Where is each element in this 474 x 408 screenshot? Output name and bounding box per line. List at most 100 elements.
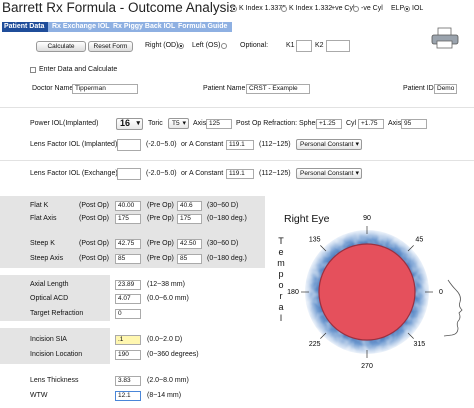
pre-op-input[interactable]: 85 [177,254,202,264]
tab[interactable]: Patient Data [2,22,48,32]
range-label: (112~125) [259,170,291,177]
cyl-input[interactable]: +1.75 [358,119,384,129]
value-input[interactable]: 4.07 [115,294,141,304]
axis-input[interactable]: 95 [401,119,427,129]
field-label: Lens Factor IOL (Exchange) [30,170,118,177]
radio[interactable] [231,6,237,12]
separator [0,107,474,108]
field-label: Flat K [30,202,49,209]
field-label: Incision SIA [30,336,67,343]
pre-op-input[interactable]: 42.50 [177,239,202,249]
field-label: WTW [30,392,48,399]
biometry-panel [0,275,110,321]
radio[interactable] [353,6,359,12]
angle-label: 135 [309,237,321,244]
radio[interactable] [404,6,410,12]
radio[interactable] [221,43,227,49]
pupil [318,243,416,341]
option-label: -ve Cyl [361,5,383,12]
patient-input[interactable]: CRST - Example [246,84,310,94]
value-input[interactable]: 12.1 [115,391,141,401]
option-label: +ve Cyl [331,5,355,12]
angle-label: 90 [363,215,371,222]
tab[interactable]: Rx Exchange IOL [52,23,110,30]
a-constant-input[interactable]: 119.1 [226,140,254,150]
sphere-input[interactable]: +1.25 [316,119,342,129]
value-input[interactable]: 3.83 [115,376,141,386]
checkbox[interactable] [30,67,36,73]
field-label: (Pre Op) [147,240,174,247]
range-label: (0~180 deg.) [207,215,247,222]
post-op-input[interactable]: 42.75 [115,239,141,249]
lens-factor-input[interactable] [117,139,141,151]
field-label: Power IOL [30,120,64,127]
field-label: Cyl [346,120,357,127]
value-input[interactable]: .1 [115,335,141,345]
field-label: Axial Length [30,281,69,288]
eye-diagram: 90 45 135 180 0 225 270 315 [287,215,463,370]
range-label: (-2.0~5.0) [146,141,177,148]
field-label: Flat Axis [30,215,57,222]
eye-label: Left (OS) [192,42,221,49]
pre-op-input[interactable]: 40.6 [177,201,202,211]
calculate-button[interactable]: Calculate [36,41,86,52]
field-label: Toric [148,120,163,127]
field-label: Incision Location [30,351,83,358]
reset-button[interactable]: Reset Form [88,41,133,52]
print-icon[interactable] [430,27,460,49]
field-label: Axis [388,120,402,127]
tab[interactable]: Rx Piggy Back IOL [113,23,176,30]
angle-tick [407,332,414,339]
field-label: (Post Op) [79,240,109,247]
or-label: or [181,141,188,148]
eye-title: Right Eye [284,213,330,225]
range-label: (0~360 degrees) [147,351,199,358]
field-label: (Post Op) [79,202,109,209]
constant-select[interactable]: Personal Constant [296,168,362,179]
post-op-input[interactable]: 175 [115,214,141,224]
lens-factor-input[interactable] [117,168,141,180]
range-label: (12~38 mm) [147,281,185,288]
or-label: or [181,170,188,177]
option-label: IOL [412,5,424,12]
eye-label: Right (OD) [145,42,179,49]
angle-label: 225 [309,341,321,348]
k2-input[interactable] [326,40,350,52]
pre-op-input[interactable]: 175 [177,214,202,224]
value-input[interactable]: 0 [115,309,141,319]
doctor-input[interactable]: Tipperman [72,84,138,94]
post-op-input[interactable]: 85 [115,254,141,264]
checkbox-label: Enter Data and Calculate [39,66,118,73]
power-select[interactable]: 16 [116,118,143,130]
k1-input[interactable] [296,40,312,52]
field-label: A Constant [189,170,224,177]
page-title: Barrett Rx Formula - Outcome Analysis [2,0,237,15]
side-label: Temporal [276,236,286,324]
field-label: (Implanted) [63,120,99,127]
value-input[interactable]: 190 [115,350,141,360]
face-profile [443,279,463,337]
range-label: (8~14 mm) [147,392,182,399]
value-input[interactable]: 23.89 [115,280,141,290]
angle-label: 270 [361,363,373,370]
range-label: (30~60 D) [207,202,239,209]
field-label: Doctor Name [32,85,74,92]
range-label: (30~60 D) [207,240,239,247]
range-label: (-2.0~5.0) [146,170,177,177]
radio[interactable] [281,6,287,12]
field-label: Patient ID [403,85,434,92]
id-input[interactable]: Demo [434,84,457,94]
axis-input[interactable]: 125 [206,119,232,129]
field-label: Patient Name [203,85,246,92]
constant-select[interactable]: Personal Constant [296,139,362,150]
a-constant-input[interactable]: 119.1 [226,169,254,179]
tab[interactable]: Formula Guide [178,23,228,30]
field-label: (Post Op) [79,215,109,222]
angle-label: 0 [439,289,443,296]
field-label: (Pre Op) [147,255,174,262]
range-label: (2.0~8.0 mm) [147,377,189,384]
toric-select[interactable]: T5 [168,118,189,129]
radio[interactable] [178,43,184,49]
post-op-input[interactable]: 40.00 [115,201,141,211]
